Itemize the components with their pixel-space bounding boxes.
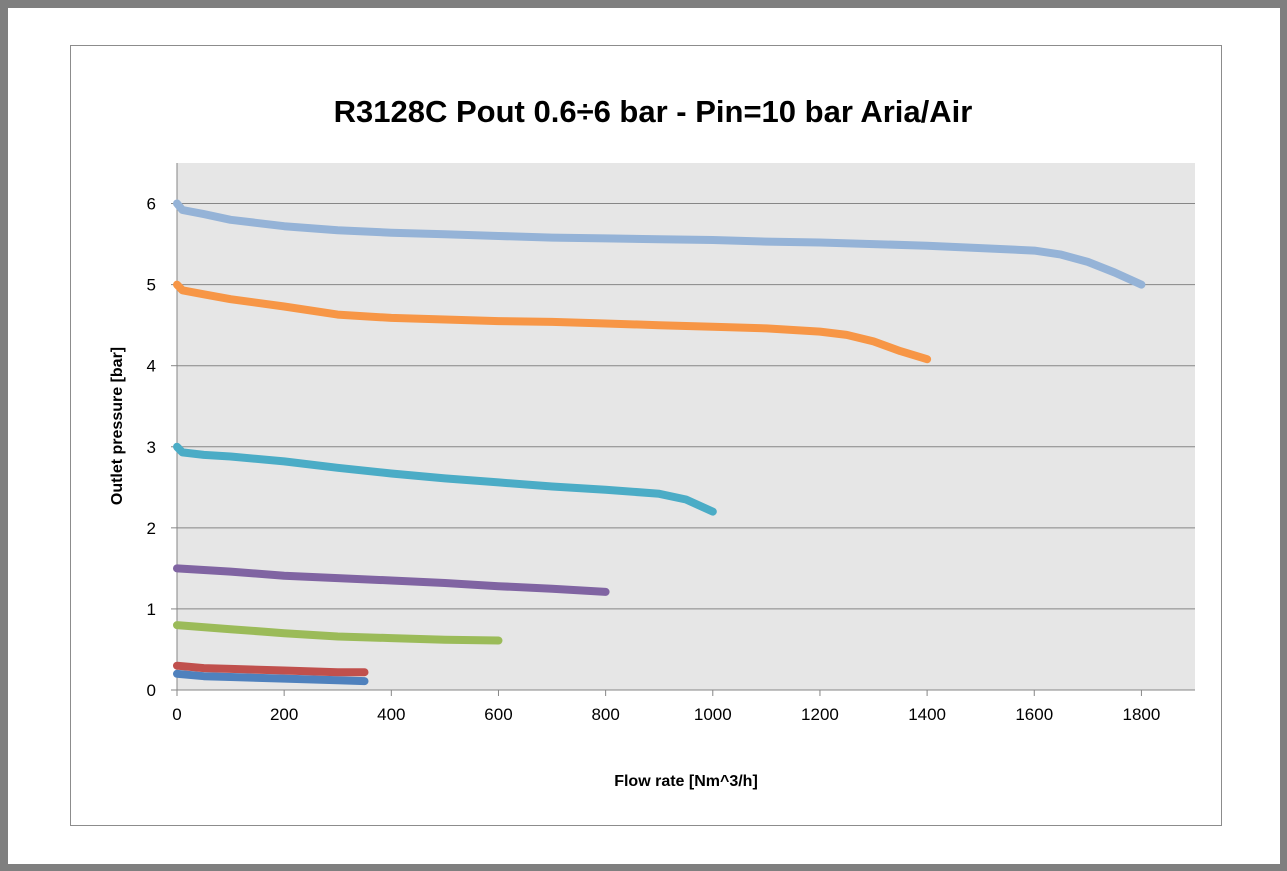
x-axis-ticks: 0 200 400 600 800 1000 1200 1400 1600 1800 — [172, 690, 1160, 724]
x-tick-label-1600: 1600 — [1015, 705, 1053, 724]
series-line-7 — [173, 199, 1146, 289]
x-tick-label-1200: 1200 — [801, 705, 839, 724]
y-tick-label-3: 3 — [147, 438, 156, 457]
chart-frame: R3128C Pout 0.6÷6 bar - Pin=10 bar Aria/… — [8, 8, 1280, 864]
x-tick-label-0: 0 — [172, 705, 181, 724]
chart-title: R3128C Pout 0.6÷6 bar - Pin=10 bar Aria/… — [334, 94, 973, 129]
series-line-3 — [173, 621, 503, 645]
series-lines — [173, 199, 1146, 686]
x-tick-label-200: 200 — [270, 705, 298, 724]
line-chart: R3128C Pout 0.6÷6 bar - Pin=10 bar Aria/… — [109, 94, 1195, 790]
y-tick-label-5: 5 — [147, 276, 156, 295]
x-tick-label-1800: 1800 — [1123, 705, 1161, 724]
series-line-5 — [173, 442, 717, 516]
y-tick-label-4: 4 — [147, 357, 156, 376]
y-axis-label: Outlet pressure [bar] — [109, 347, 126, 505]
y-tick-label-0: 0 — [147, 681, 156, 700]
x-tick-label-1000: 1000 — [694, 705, 732, 724]
series-line-2 — [173, 661, 369, 677]
series-line-4 — [173, 564, 610, 596]
y-tick-label-6: 6 — [147, 195, 156, 214]
x-tick-label-400: 400 — [377, 705, 405, 724]
gridlines — [177, 203, 1195, 610]
series-line-6 — [173, 280, 932, 364]
y-tick-label-2: 2 — [147, 519, 156, 538]
x-axis-label: Flow rate [Nm^3/h] — [614, 773, 758, 790]
series-line-1 — [173, 669, 369, 686]
x-tick-label-1400: 1400 — [908, 705, 946, 724]
x-tick-label-800: 800 — [591, 705, 619, 724]
x-tick-label-600: 600 — [484, 705, 512, 724]
y-axis-ticks: 0 1 2 3 4 5 6 — [147, 195, 177, 700]
y-tick-label-1: 1 — [147, 600, 156, 619]
